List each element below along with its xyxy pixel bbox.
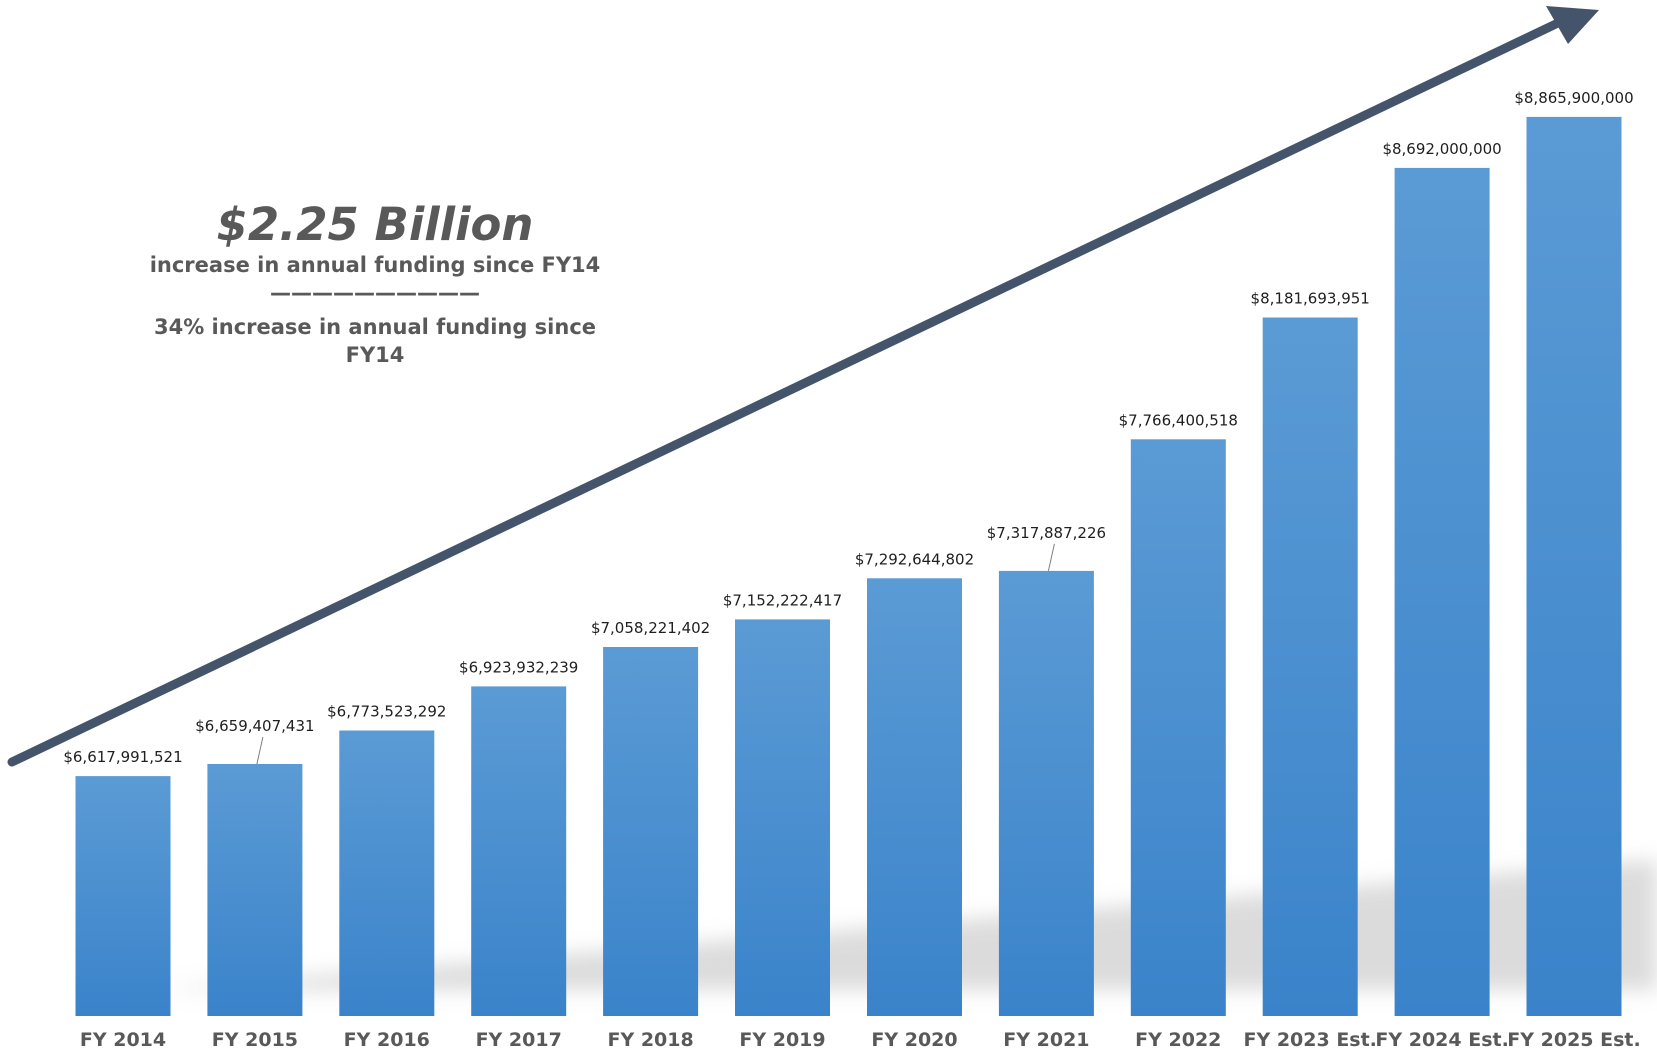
category-label: FY 2021	[1003, 1029, 1089, 1051]
leader-line	[256, 736, 264, 765]
annotation-line-2b: FY14	[346, 343, 405, 367]
value-label: $8,181,693,951	[1251, 290, 1370, 308]
value-label: $7,152,222,417	[723, 591, 842, 609]
bar-fy-2020	[867, 578, 962, 1016]
category-label: FY 2022	[1135, 1029, 1221, 1051]
bar-fy-2017	[471, 686, 567, 1016]
value-label: $8,692,000,000	[1382, 140, 1501, 158]
trend-arrow-line	[7, 17, 1565, 767]
bar-fy-2016	[339, 730, 435, 1016]
trend-arrow-head	[1546, 6, 1599, 44]
annotation-line-2a: 34% increase in annual funding since	[154, 315, 596, 339]
category-labels-group: FY 2014 FY 2015 FY 2016 FY 2017 FY 2018 FY 20…	[80, 1029, 1641, 1051]
value-label: $6,659,407,431	[195, 717, 314, 735]
value-label: $6,773,523,292	[327, 703, 446, 721]
bar-fy-2025-est	[1526, 116, 1622, 1016]
leader-line	[1047, 543, 1055, 572]
category-label: FY 2024 Est.	[1375, 1029, 1508, 1051]
annotation-divider: ——————————	[270, 281, 480, 305]
category-label: FY 2017	[476, 1029, 562, 1051]
value-label: $7,292,644,802	[855, 550, 974, 568]
bars-group	[75, 116, 1622, 1016]
bar-fy-2024-est	[1394, 167, 1490, 1016]
value-label: $6,923,932,239	[459, 658, 578, 676]
bar-fy-2023-est	[1262, 317, 1358, 1016]
bar-fy-2015	[207, 764, 303, 1016]
leader-lines-group	[256, 543, 1055, 765]
value-label: $7,058,221,402	[591, 619, 710, 637]
bar-fy-2021	[998, 570, 1094, 1016]
headline-text: $2.25 Billion	[217, 198, 534, 251]
bar-fy-2019	[735, 619, 830, 1016]
category-label: FY 2018	[607, 1029, 693, 1051]
value-label: $7,317,887,226	[987, 524, 1106, 542]
category-label: FY 2019	[739, 1029, 825, 1051]
category-label: FY 2014	[80, 1029, 166, 1051]
category-label: FY 2023 Est.	[1243, 1029, 1376, 1051]
value-label: $8,865,900,000	[1514, 89, 1633, 107]
value-label: $6,617,991,521	[63, 748, 182, 766]
category-label: FY 2025 Est.	[1507, 1029, 1640, 1051]
annotation-line-1: increase in annual funding since FY14	[150, 253, 601, 277]
value-labels-group: $6,617,991,521 $6,659,407,431 $6,773,523,2…	[63, 89, 1633, 766]
bar-fy-2014	[75, 776, 171, 1016]
category-label: FY 2016	[344, 1029, 430, 1051]
bar-fy-2018	[603, 647, 699, 1016]
value-label: $7,766,400,518	[1119, 411, 1238, 429]
category-label: FY 2020	[871, 1029, 957, 1051]
bar-fy-2022	[1130, 439, 1226, 1016]
category-label: FY 2015	[212, 1029, 298, 1051]
